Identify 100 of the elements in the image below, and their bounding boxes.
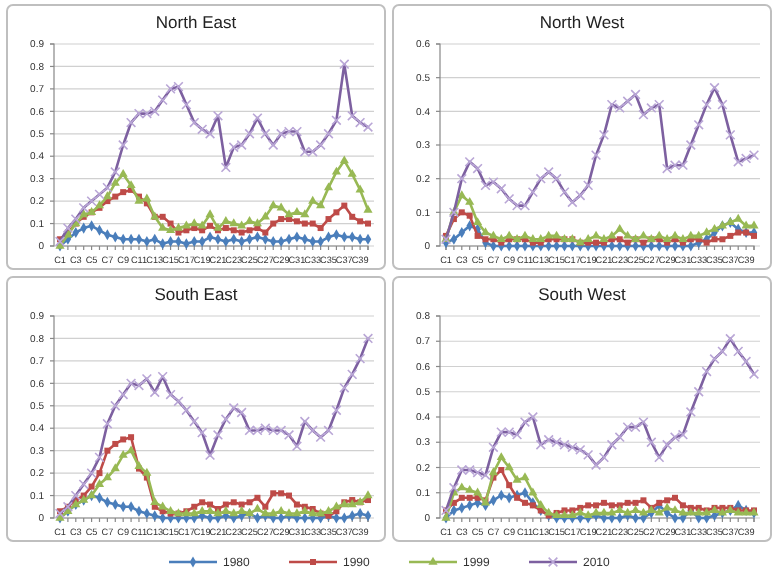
point: [166, 225, 176, 233]
point: [167, 220, 174, 227]
point: [331, 166, 341, 175]
point: [662, 234, 672, 242]
point: [593, 502, 600, 509]
point: [142, 467, 152, 476]
point: [480, 227, 491, 236]
point: [118, 449, 128, 458]
point: [284, 508, 294, 517]
point: [221, 216, 231, 224]
point: [102, 472, 112, 481]
point: [317, 225, 324, 232]
point: [230, 499, 237, 506]
point: [278, 216, 285, 223]
point: [112, 440, 119, 447]
point: [207, 222, 214, 229]
point: [672, 494, 679, 501]
point: [349, 213, 356, 220]
point: [323, 182, 334, 191]
point: [457, 482, 467, 491]
point: [341, 202, 348, 209]
point: [654, 230, 664, 239]
point: [599, 507, 609, 516]
point: [536, 500, 546, 509]
point: [457, 190, 467, 199]
point: [466, 494, 473, 501]
point: [575, 507, 585, 516]
point: [616, 236, 623, 243]
point: [120, 189, 127, 196]
point: [94, 479, 105, 487]
point: [120, 436, 127, 443]
point: [197, 506, 207, 514]
point: [308, 508, 318, 517]
point: [679, 502, 686, 509]
point: [316, 200, 326, 209]
point: [300, 209, 310, 218]
point: [189, 218, 199, 227]
point: [347, 168, 357, 177]
point: [559, 510, 570, 519]
point: [488, 230, 498, 239]
chart-title: South West: [538, 284, 628, 304]
point: [222, 225, 229, 232]
point: [512, 474, 522, 483]
point: [638, 230, 648, 239]
point: [199, 499, 206, 506]
point: [189, 508, 199, 517]
point: [678, 507, 688, 516]
point: [719, 236, 726, 243]
point: [270, 490, 277, 497]
point: [276, 506, 286, 514]
point: [205, 209, 215, 218]
point: [686, 230, 696, 239]
point: [173, 222, 184, 231]
point: [270, 220, 277, 227]
point: [268, 200, 278, 209]
point: [357, 218, 364, 225]
point: [656, 499, 663, 506]
point: [506, 482, 513, 489]
point: [488, 467, 498, 476]
point: [664, 497, 671, 504]
point: [308, 195, 318, 204]
point: [521, 499, 528, 506]
point: [126, 180, 136, 189]
point: [278, 490, 285, 497]
point: [496, 234, 506, 242]
point: [268, 508, 278, 517]
point: [284, 209, 294, 218]
point: [254, 494, 261, 501]
point: [607, 230, 617, 239]
point: [623, 507, 633, 516]
point: [293, 501, 300, 508]
point: [615, 223, 625, 232]
point: [536, 234, 546, 242]
point: [735, 229, 742, 236]
point: [474, 232, 481, 239]
point: [260, 508, 270, 517]
point: [128, 434, 135, 441]
point: [96, 470, 103, 477]
point: [529, 502, 536, 509]
point: [159, 213, 166, 220]
point: [482, 236, 489, 243]
point: [504, 230, 514, 239]
point: [252, 218, 262, 227]
point: [246, 227, 253, 234]
point: [591, 507, 601, 516]
point: [150, 497, 160, 505]
point: [112, 193, 119, 200]
point: [262, 503, 269, 510]
point: [333, 209, 340, 216]
point: [638, 507, 648, 516]
point: [670, 230, 680, 239]
point: [466, 212, 473, 219]
point: [544, 230, 554, 239]
point: [458, 494, 465, 501]
point: [365, 220, 371, 227]
point: [110, 177, 120, 186]
point: [237, 506, 247, 514]
point: [591, 230, 601, 239]
point: [229, 508, 239, 517]
point: [585, 502, 592, 509]
